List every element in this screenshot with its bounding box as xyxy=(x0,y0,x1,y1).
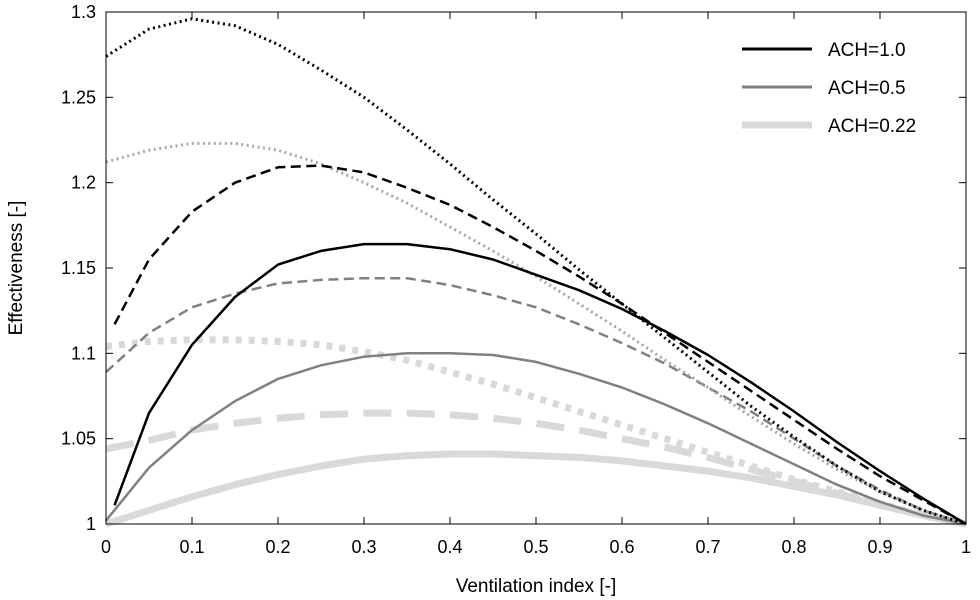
series-line-ach-0_5-solid xyxy=(105,352,967,526)
y-tick-label: 1.25 xyxy=(61,87,96,107)
series-line-ach-1_0-dotted xyxy=(105,17,967,526)
x-tick-label: 0.9 xyxy=(867,537,892,557)
x-axis-label: Ventilation index [-] xyxy=(456,576,617,597)
series-layer xyxy=(104,17,967,528)
x-tick-label: 1 xyxy=(961,537,971,557)
legend-label: ACH=1.0 xyxy=(828,40,906,61)
x-tick-label: 0.8 xyxy=(781,537,806,557)
x-tick-label: 0.4 xyxy=(437,537,462,557)
series-line-ach-1_0-solid xyxy=(113,242,967,526)
series-line-ach-0_22-solid xyxy=(104,450,967,528)
series-line-ach-0_5-dotted xyxy=(105,141,967,526)
series-line-ach-0_22-dotted xyxy=(105,336,967,528)
y-tick-label: 1.2 xyxy=(71,173,96,193)
x-tick-label: 0.1 xyxy=(179,537,204,557)
y-tick-label: 1.05 xyxy=(61,429,96,449)
legend-label: ACH=0.5 xyxy=(828,78,906,99)
y-axis-label: Effectiveness [-] xyxy=(6,201,27,336)
x-tick-label: 0.5 xyxy=(523,537,548,557)
y-tick-label: 1.1 xyxy=(71,343,96,363)
ticks-layer: 0 0.1 0.2 0.3 0.4 0.5 0.6 0.7 0.8 0.9 1 1 1.05 1.1 1.1… xyxy=(61,2,971,557)
x-tick-label: 0 xyxy=(101,537,111,557)
y-tick-label: 1 xyxy=(86,514,96,534)
series-line-ach-0_22-dashed xyxy=(105,409,967,528)
y-tick-label: 1.15 xyxy=(61,258,96,278)
legend-label: ACH=0.22 xyxy=(828,116,916,137)
x-tick-label: 0.2 xyxy=(265,537,290,557)
x-tick-label: 0.6 xyxy=(609,537,634,557)
series-line-ach-1_0-dashed xyxy=(113,164,967,526)
x-tick-label: 0.7 xyxy=(695,537,720,557)
x-tick-label: 0.3 xyxy=(351,537,376,557)
legend: ACH=1.0 ACH=0.5 ACH=0.22 xyxy=(742,40,916,137)
y-tick-label: 1.3 xyxy=(71,2,96,22)
